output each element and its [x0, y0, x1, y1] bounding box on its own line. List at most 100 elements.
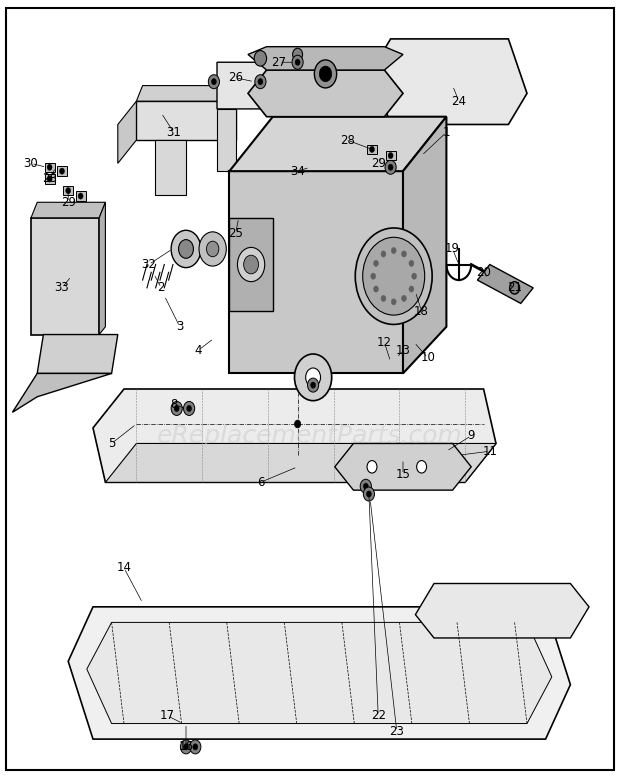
Circle shape [254, 51, 267, 66]
Text: 26: 26 [228, 72, 243, 84]
Bar [386, 151, 396, 160]
Text: 8: 8 [170, 398, 177, 411]
Circle shape [363, 483, 368, 489]
Circle shape [237, 247, 265, 282]
Text: 27: 27 [272, 56, 286, 68]
Circle shape [360, 479, 371, 493]
Bar [367, 145, 377, 154]
Circle shape [388, 152, 393, 159]
Text: 31: 31 [166, 126, 181, 138]
Circle shape [391, 299, 396, 305]
Circle shape [371, 273, 376, 279]
Text: 30: 30 [24, 157, 38, 170]
Text: 29: 29 [371, 157, 386, 170]
Text: 17: 17 [160, 710, 175, 722]
Polygon shape [229, 171, 403, 373]
Text: 20: 20 [476, 266, 491, 279]
Text: 12: 12 [377, 336, 392, 349]
Circle shape [258, 79, 263, 85]
Circle shape [193, 744, 198, 750]
Circle shape [171, 230, 201, 268]
Text: 13: 13 [396, 344, 410, 356]
Polygon shape [217, 62, 322, 109]
Circle shape [244, 255, 259, 274]
Polygon shape [415, 584, 589, 638]
Circle shape [381, 296, 386, 302]
Circle shape [306, 368, 321, 387]
Text: 33: 33 [55, 282, 69, 294]
Circle shape [402, 296, 407, 302]
Polygon shape [136, 86, 242, 101]
Circle shape [190, 740, 201, 754]
Circle shape [402, 251, 407, 257]
Text: 21: 21 [507, 282, 522, 294]
Text: 10: 10 [420, 352, 435, 364]
Circle shape [366, 491, 371, 497]
Text: 6: 6 [257, 476, 264, 489]
Circle shape [78, 193, 83, 199]
Polygon shape [31, 218, 99, 335]
Circle shape [255, 75, 266, 89]
Circle shape [179, 240, 193, 258]
Circle shape [373, 260, 378, 267]
Polygon shape [229, 218, 273, 311]
Text: 3: 3 [176, 321, 184, 333]
Circle shape [308, 378, 319, 392]
Polygon shape [403, 117, 446, 373]
Circle shape [66, 187, 71, 194]
Circle shape [319, 66, 332, 82]
Circle shape [510, 282, 520, 294]
Polygon shape [335, 443, 471, 490]
Text: 24: 24 [451, 95, 466, 107]
Circle shape [199, 232, 226, 266]
Text: 28: 28 [340, 134, 355, 146]
Circle shape [363, 487, 374, 501]
Circle shape [409, 260, 414, 267]
Bar [76, 191, 86, 201]
Polygon shape [248, 70, 403, 117]
Circle shape [381, 251, 386, 257]
Circle shape [391, 247, 396, 254]
Circle shape [355, 228, 432, 324]
Circle shape [385, 160, 396, 174]
Circle shape [412, 273, 417, 279]
Text: 25: 25 [228, 227, 243, 240]
Circle shape [311, 382, 316, 388]
Circle shape [314, 60, 337, 88]
Text: 34: 34 [290, 165, 305, 177]
Polygon shape [37, 335, 118, 373]
Text: 22: 22 [371, 710, 386, 722]
Polygon shape [217, 109, 236, 171]
Text: 23: 23 [389, 725, 404, 738]
Text: eReplacementParts.com: eReplacementParts.com [157, 424, 463, 447]
Circle shape [47, 164, 52, 170]
Text: 4: 4 [195, 344, 202, 356]
Circle shape [294, 354, 332, 401]
Circle shape [180, 740, 192, 754]
Circle shape [409, 286, 414, 292]
Text: 28: 28 [42, 173, 57, 185]
Text: 9: 9 [467, 429, 475, 442]
Circle shape [295, 59, 300, 65]
Circle shape [293, 48, 303, 61]
Bar [45, 174, 55, 184]
Text: 2: 2 [157, 282, 165, 294]
Circle shape [211, 79, 216, 85]
Circle shape [187, 405, 192, 412]
Text: 11: 11 [482, 445, 497, 457]
Polygon shape [372, 39, 527, 124]
Polygon shape [477, 265, 533, 303]
Polygon shape [31, 202, 105, 218]
Text: 18: 18 [414, 305, 429, 317]
Polygon shape [105, 443, 496, 482]
Polygon shape [99, 202, 105, 335]
Circle shape [370, 146, 374, 152]
Polygon shape [87, 622, 552, 724]
Circle shape [60, 168, 64, 174]
Text: 15: 15 [396, 468, 410, 481]
Circle shape [171, 401, 182, 415]
Text: 5: 5 [108, 437, 115, 450]
Circle shape [47, 176, 52, 182]
Polygon shape [12, 373, 112, 412]
Polygon shape [229, 117, 446, 171]
